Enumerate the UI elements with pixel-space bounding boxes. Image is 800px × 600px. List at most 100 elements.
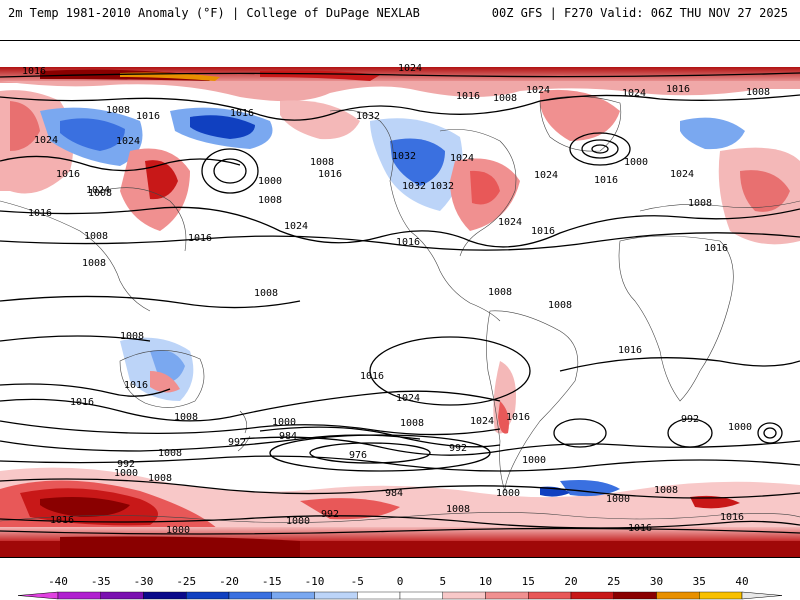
colorbar-tick-label: -40	[48, 575, 68, 588]
isobar-label: 992	[449, 443, 467, 454]
colorbar-tick-label: -15	[262, 575, 282, 588]
isobar-label: 1008	[254, 288, 278, 299]
isobar-label: 1024	[398, 63, 422, 74]
colorbar-segment	[699, 591, 743, 600]
isobar-label: 976	[349, 450, 367, 461]
isobar-label: 1016	[666, 84, 690, 95]
isobar-label: 1024	[284, 221, 308, 232]
isobar-label: 1000	[522, 455, 546, 466]
isobar-label: 1024	[116, 136, 140, 147]
colorbar-segment	[528, 591, 572, 600]
isobar-label: 1000	[606, 494, 630, 505]
isobar-label: 984	[385, 488, 403, 499]
isobar-label: 1016	[22, 66, 46, 77]
colorbar-tick-label: -25	[176, 575, 196, 588]
isobar-label: 1000	[258, 176, 282, 187]
colorbar-right-arrow	[741, 591, 783, 600]
isobar-label: 1008	[310, 157, 334, 168]
colorbar-segment	[100, 591, 144, 600]
colorbar-segments	[17, 591, 783, 600]
colorbar-segment	[228, 591, 272, 600]
isobar-label: 1008	[120, 331, 144, 342]
isobar-label: 984	[279, 431, 297, 442]
colorbar-tick-label: 20	[564, 575, 577, 588]
isobar-label: 1016	[704, 243, 728, 254]
isobar-label: 1016	[28, 208, 52, 219]
isobar-label: 1032	[402, 181, 426, 192]
colorbar-tick-label: -10	[305, 575, 325, 588]
isobar-label: 1016	[230, 108, 254, 119]
colorbar-tick-label: 25	[607, 575, 620, 588]
isobar-label: 1024	[498, 217, 522, 228]
isobar-label: 1024	[34, 135, 58, 146]
isobar-label: 1024	[534, 170, 558, 181]
isobar-label: 1008	[82, 258, 106, 269]
isobar-label: 1024	[450, 153, 474, 164]
isobar-label: 1008	[488, 287, 512, 298]
isobar-label: 992	[117, 459, 135, 470]
colorbar-tick-label: 15	[522, 575, 535, 588]
chart-title: 2m Temp 1981-2010 Anomaly (°F) | College…	[8, 6, 420, 20]
isobar-label: 1008	[400, 418, 424, 429]
isobar-label: 1000	[286, 516, 310, 527]
colorbar-segment	[399, 591, 443, 600]
colorbar-segment	[613, 591, 657, 600]
isobar-label: 1008	[174, 412, 198, 423]
colorbar-legend: -40 -35 -30 -25 -20 -15 -10 -5 0 5 10 15 20 25 30 35 40	[17, 575, 783, 600]
isobar-contours	[0, 72, 800, 535]
isobar-label: 1008	[746, 87, 770, 98]
isobar-label: 1024	[470, 416, 494, 427]
isobar-label: 1016	[594, 175, 618, 186]
isobar-label: 1016	[188, 233, 212, 244]
isobar-label: 1016	[318, 169, 342, 180]
isobar-label: 1024	[396, 393, 420, 404]
isobar-label: 1000	[728, 422, 752, 433]
isobar-label: 1000	[272, 417, 296, 428]
isobar-label: 1024	[622, 88, 646, 99]
anomaly-shading-north	[0, 67, 800, 245]
colorbar-tick-label: 5	[439, 575, 446, 588]
isobar-label: 1000	[496, 488, 520, 499]
isobar-label: 1032	[392, 151, 416, 162]
isobar-label: 1016	[360, 371, 384, 382]
colorbar-segment	[485, 591, 529, 600]
isobar-label: 992	[228, 437, 246, 448]
isobar-label: 1016	[531, 226, 555, 237]
isobar-label: 1016	[628, 523, 652, 534]
isobar-label: 1008	[258, 195, 282, 206]
isobar-label: 1008	[88, 188, 112, 199]
isobar-label: 1032	[430, 181, 454, 192]
colorbar-tick-labels: -40 -35 -30 -25 -20 -15 -10 -5 0 5 10 15 20 25 30 35 40	[48, 575, 749, 588]
colorbar-tick-label: -30	[134, 575, 154, 588]
isobar-label: 1016	[136, 111, 160, 122]
map-panel: 1016 1024 1008 1016 1016 1032 1024 1016 1008 1024…	[0, 40, 800, 558]
isobar-label: 1008	[688, 198, 712, 209]
isobar-label: 1016	[396, 237, 420, 248]
isobar-label: 1008	[493, 93, 517, 104]
isobar-label: 1016	[50, 515, 74, 526]
isobar-label: 1008	[106, 105, 130, 116]
isobar-label: 1008	[148, 473, 172, 484]
isobar-label: 1008	[548, 300, 572, 311]
isobar-label: 1032	[356, 111, 380, 122]
colorbar-segment	[143, 591, 187, 600]
colorbar-tick-label: 30	[650, 575, 663, 588]
colorbar-segment	[186, 591, 230, 600]
isobar-label: 1008	[158, 448, 182, 459]
model-run-info: 00Z GFS | F270 Valid: 06Z THU NOV 27 202…	[491, 6, 788, 20]
isobar-label: 992	[681, 414, 699, 425]
isobar-label: 992	[321, 509, 339, 520]
isobar-label: 1016	[720, 512, 744, 523]
colorbar-segment	[57, 591, 101, 600]
isobar-label: 1008	[446, 504, 470, 515]
isobar-label: 1024	[86, 185, 110, 196]
colorbar-tick-label: 35	[693, 575, 706, 588]
colorbar-segment	[271, 591, 315, 600]
colorbar-tick-label: 0	[397, 575, 404, 588]
isobar-label: 1016	[456, 91, 480, 102]
colorbar-tick-label: 10	[479, 575, 492, 588]
anomaly-shading-south	[0, 337, 800, 557]
colorbar-segment	[357, 591, 401, 600]
